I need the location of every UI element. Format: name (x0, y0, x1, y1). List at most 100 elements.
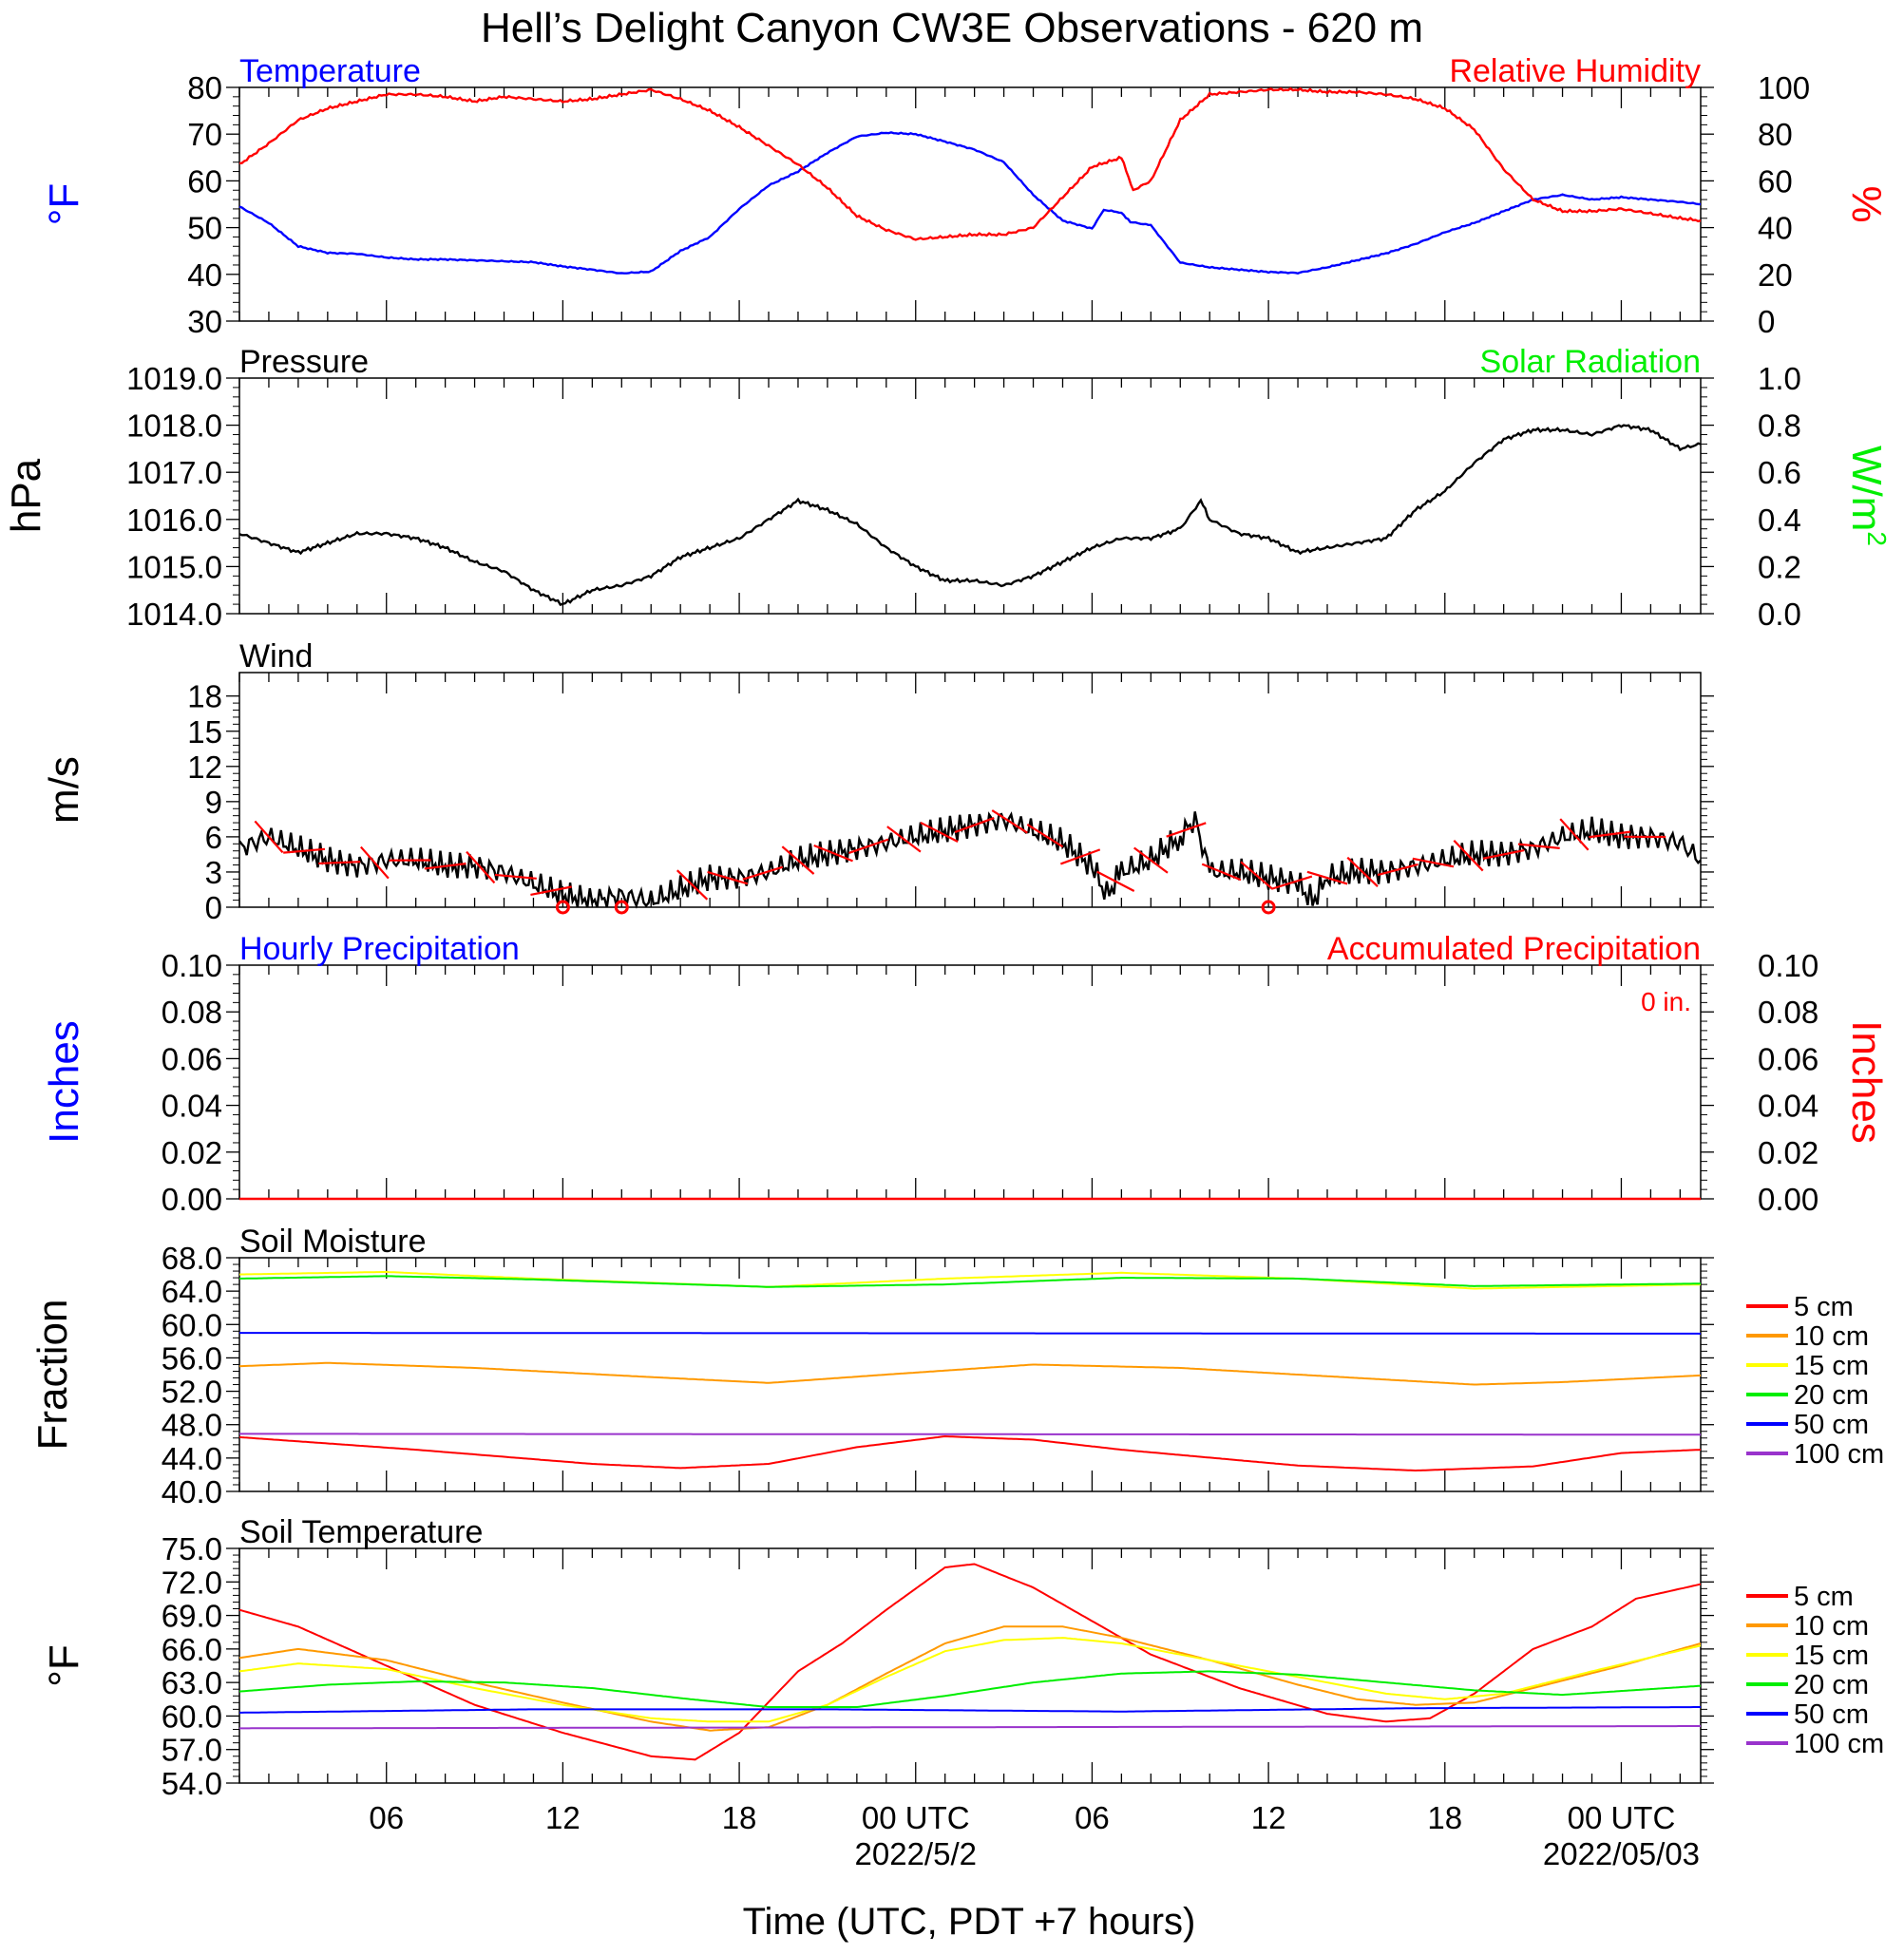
y-right-tick-label: 0.06 (1758, 1041, 1818, 1076)
calm-marker (614, 900, 629, 915)
x-tick-label: 00 UTC (862, 1800, 970, 1835)
series-line-10-cm (238, 1625, 1702, 1732)
y-left-tick-label: 3 (205, 855, 222, 890)
wind-barb (254, 820, 284, 854)
x-tick-label: 18 (722, 1800, 757, 1835)
y-left-tick-label: 52.0 (162, 1375, 222, 1410)
y-right-tick-label: 0.04 (1758, 1089, 1818, 1124)
wind-barb (676, 869, 709, 901)
y-left-tick-label: 66.0 (162, 1632, 222, 1667)
series-line-5-cm (238, 1563, 1702, 1761)
wind-barb (886, 826, 922, 853)
y-left-tick-label: 80 (187, 70, 222, 105)
panel-title-right: Relative Humidity (1449, 53, 1701, 89)
y-right-tick-label: 20 (1758, 257, 1793, 293)
series-line-15-cm (238, 1270, 1702, 1290)
series-line-50-cm (239, 1706, 1701, 1714)
y-left-tick-label: 63.0 (162, 1665, 222, 1700)
series-line-20-cm (238, 1670, 1702, 1708)
y-left-tick-label: 40 (187, 257, 222, 293)
legend-label: 100 cm (1794, 1729, 1884, 1759)
y-left-tick-label: 40.0 (162, 1474, 222, 1509)
legend-label: 20 cm (1794, 1670, 1869, 1700)
y-axis-label-right: Inches (1843, 1020, 1890, 1144)
y-left-tick-label: 6 (205, 820, 222, 855)
wind-barb (1096, 870, 1135, 892)
legend-label: 10 cm (1794, 1321, 1869, 1352)
y-right-tick-label: 0.6 (1758, 455, 1801, 490)
y-left-tick-label: 0.02 (162, 1135, 222, 1170)
y-left-tick-label: 1015.0 (126, 549, 222, 584)
series-line-temperature (238, 131, 1702, 275)
y-right-tick-label: 0.02 (1758, 1135, 1818, 1170)
y-right-tick-label: 0.0 (1758, 597, 1801, 632)
series-line-50-cm (239, 1332, 1702, 1335)
wind-barb (1201, 863, 1242, 882)
x-tick-label: 12 (1251, 1800, 1286, 1835)
x-date-label: 2022/05/03 (1543, 1836, 1700, 1871)
y-left-tick-label: 69.0 (162, 1599, 222, 1634)
wind-barb (1453, 839, 1484, 872)
x-tick-label: 06 (1075, 1800, 1110, 1835)
plot-frame (238, 86, 1702, 322)
panel-title-left: Soil Moisture (239, 1224, 427, 1260)
y-left-tick-label: 54.0 (162, 1766, 222, 1801)
calm-marker (555, 900, 570, 915)
series-line-15-cm (238, 1637, 1702, 1723)
legend-label: 50 cm (1794, 1410, 1869, 1440)
y-axis-label-left: °F (41, 1644, 87, 1686)
wind-barb (1412, 857, 1455, 868)
panel-title-right: Accumulated Precipitation (1327, 931, 1701, 967)
wind-barb (781, 845, 815, 875)
panel-1: 80 70 60 50 40 30 100 80 60 40 20 0 Temperature Relat… (41, 53, 1890, 339)
y-left-tick-label: 1016.0 (126, 503, 222, 538)
y-left-tick-label: 0.08 (162, 995, 222, 1030)
wind-barb (530, 885, 572, 897)
y-left-tick-label: 1017.0 (126, 455, 222, 490)
wind-barb (1166, 822, 1207, 838)
plot-frame (238, 964, 1702, 1200)
y-right-tick-label: 0.10 (1758, 948, 1818, 983)
wind-barb (1306, 870, 1348, 885)
panel-4: 0.10 0.08 0.06 0.04 0.02 0.00 0.10 0.08 0.06 0.04… (41, 931, 1890, 1217)
y-right-tick-label: 100 (1758, 70, 1810, 105)
y-axis-label-right: W/m2 (1843, 446, 1892, 546)
y-right-tick-label: 0 (1758, 304, 1775, 339)
y-left-tick-label: 57.0 (162, 1733, 222, 1768)
wind-barb (707, 870, 749, 885)
wind-barb (813, 845, 853, 863)
y-axis-label-left: hPa (3, 458, 49, 533)
wind-barb (991, 809, 1028, 834)
series-line-100-cm (239, 1725, 1701, 1730)
y-left-tick-label: 50 (187, 211, 222, 246)
x-date-label: 2022/5/2 (855, 1836, 977, 1871)
plot-frame (238, 1257, 1702, 1492)
wind-barb (1133, 846, 1169, 874)
series-line-pressure (238, 424, 1702, 607)
y-left-tick-label: 48.0 (162, 1408, 222, 1443)
y-left-tick-label: 18 (187, 679, 222, 714)
plot-frame (238, 1547, 1702, 1784)
wind-barb (1377, 863, 1418, 877)
wind-barb (1059, 848, 1101, 865)
wind-barb (424, 863, 466, 870)
wind-barb (1026, 824, 1064, 848)
y-right-tick-label: 1.0 (1758, 361, 1801, 396)
y-right-tick-label: 0.8 (1758, 408, 1801, 444)
y-axis-label-left: Inches (41, 1020, 87, 1144)
wind-barb (1271, 875, 1313, 890)
wind-barb (954, 817, 995, 834)
series-line-100-cm (239, 1433, 1701, 1436)
y-left-tick-label: 68.0 (162, 1241, 222, 1276)
wind-barb (1559, 818, 1590, 851)
y-right-tick-label: 0.08 (1758, 995, 1818, 1030)
y-left-tick-label: 0 (205, 890, 222, 925)
wind-barb (920, 821, 959, 843)
legend-label: 20 cm (1794, 1380, 1869, 1411)
wind-barb (318, 861, 361, 865)
y-left-tick-label: 30 (187, 304, 222, 339)
panel-6: 75.072.069.066.063.060.057.054.0 Soil Tem… (41, 1514, 1884, 1801)
